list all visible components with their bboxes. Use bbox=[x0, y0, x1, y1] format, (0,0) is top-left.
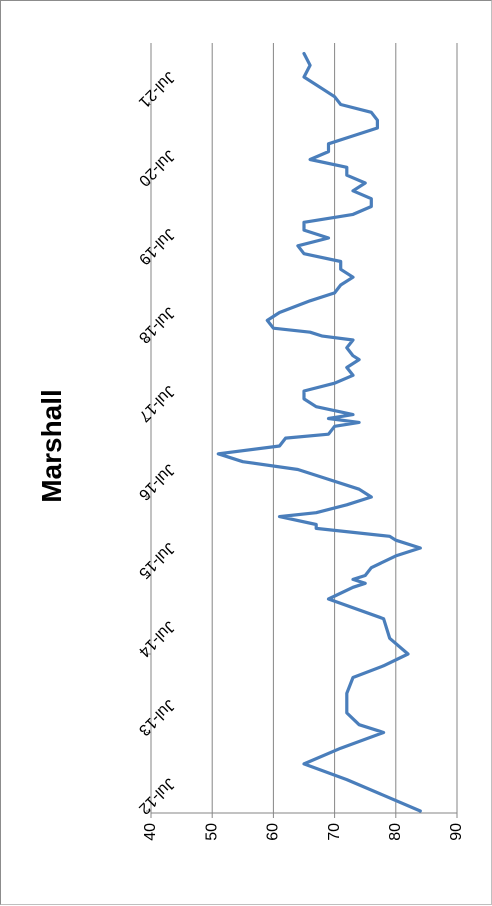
value-tick-label-50: 50 bbox=[203, 823, 220, 841]
category-tick-label-2: Jul-14 bbox=[135, 617, 178, 660]
series-line-0 bbox=[216, 51, 422, 813]
category-tick-labels: Jul-12 Jul-13 Jul-14 Jul-15 Jul-16 Jul-17 Jul-… bbox=[135, 68, 178, 817]
axes bbox=[146, 43, 458, 818]
series-layer bbox=[216, 51, 422, 813]
category-tick-label-8: Jul-20 bbox=[135, 146, 178, 189]
category-tick-label-4: Jul-16 bbox=[135, 460, 178, 503]
value-tick-label-90: 90 bbox=[448, 823, 465, 841]
category-tick-label-7: Jul-19 bbox=[135, 225, 178, 268]
value-tick-label-70: 70 bbox=[326, 823, 343, 841]
category-tick-label-3: Jul-15 bbox=[135, 539, 178, 582]
value-tick-label-80: 80 bbox=[387, 823, 404, 841]
value-tick-label-60: 60 bbox=[265, 823, 282, 841]
category-tick-label-0: Jul-12 bbox=[135, 774, 178, 817]
value-tick-label-40: 40 bbox=[142, 823, 159, 841]
category-tick-label-5: Jul-17 bbox=[135, 382, 178, 425]
value-tick-labels: 40 50 60 70 80 90 bbox=[142, 823, 465, 841]
category-tick-label-9: Jul-21 bbox=[135, 68, 178, 111]
category-tick-label-1: Jul-13 bbox=[135, 696, 178, 739]
chart-title: Marshall bbox=[36, 389, 67, 503]
category-tick-label-6: Jul-18 bbox=[135, 303, 178, 346]
